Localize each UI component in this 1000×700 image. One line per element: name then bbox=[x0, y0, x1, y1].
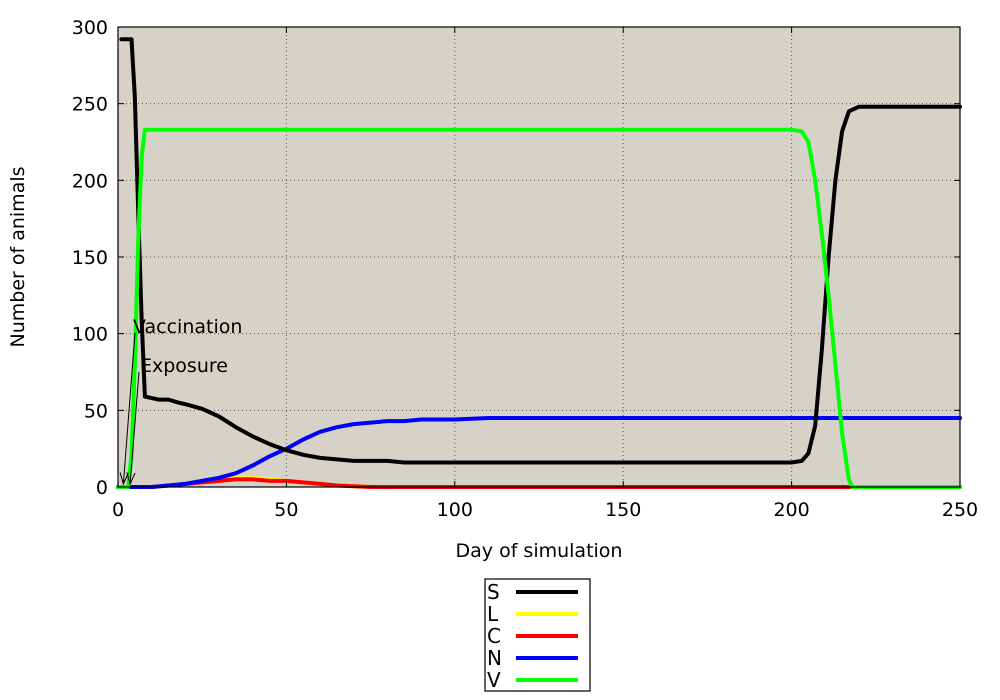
annotation-arrow-head bbox=[119, 472, 129, 486]
series-line-v bbox=[116, 127, 962, 489]
series-lines bbox=[116, 37, 962, 489]
legend-label-v: V bbox=[487, 668, 501, 692]
annotation-label: Exposure bbox=[140, 355, 228, 377]
annotations: Vaccination Exposure bbox=[119, 316, 242, 486]
legend-label-s: S bbox=[487, 580, 500, 604]
x-tick-label: 100 bbox=[437, 499, 473, 521]
annotation-label: Vaccination bbox=[133, 316, 242, 338]
x-tick-label: 250 bbox=[942, 499, 978, 521]
y-tick-label: 300 bbox=[72, 17, 108, 39]
annotation-arrow-line bbox=[129, 371, 140, 485]
y-tick-label: 0 bbox=[96, 477, 108, 499]
grid bbox=[118, 27, 960, 487]
legend-label-c: C bbox=[487, 624, 501, 648]
y-tick-label: 200 bbox=[72, 170, 108, 192]
annotation-arrow-head bbox=[126, 472, 136, 486]
legend-label-l: L bbox=[487, 602, 499, 626]
y-axis-title: Number of animals bbox=[7, 166, 29, 347]
y-tick-label: 100 bbox=[72, 324, 108, 346]
x-tick-label: 50 bbox=[274, 499, 298, 521]
x-axis-title: Day of simulation bbox=[456, 540, 623, 562]
axis-ticks: 0 50 100 150 200 250 0 50 100 150 200 250 300 bbox=[72, 17, 978, 521]
y-tick-label: 50 bbox=[84, 400, 108, 422]
x-tick-label: 200 bbox=[773, 499, 809, 521]
annotation-arrow-line bbox=[122, 332, 136, 485]
legend-label-n: N bbox=[487, 646, 502, 670]
series-line-n bbox=[116, 416, 962, 489]
y-tick-label: 250 bbox=[72, 94, 108, 116]
series-line-s bbox=[119, 37, 962, 465]
x-tick-label: 150 bbox=[605, 499, 641, 521]
y-tick-label: 150 bbox=[72, 247, 108, 269]
x-tick-label: 0 bbox=[112, 499, 124, 521]
